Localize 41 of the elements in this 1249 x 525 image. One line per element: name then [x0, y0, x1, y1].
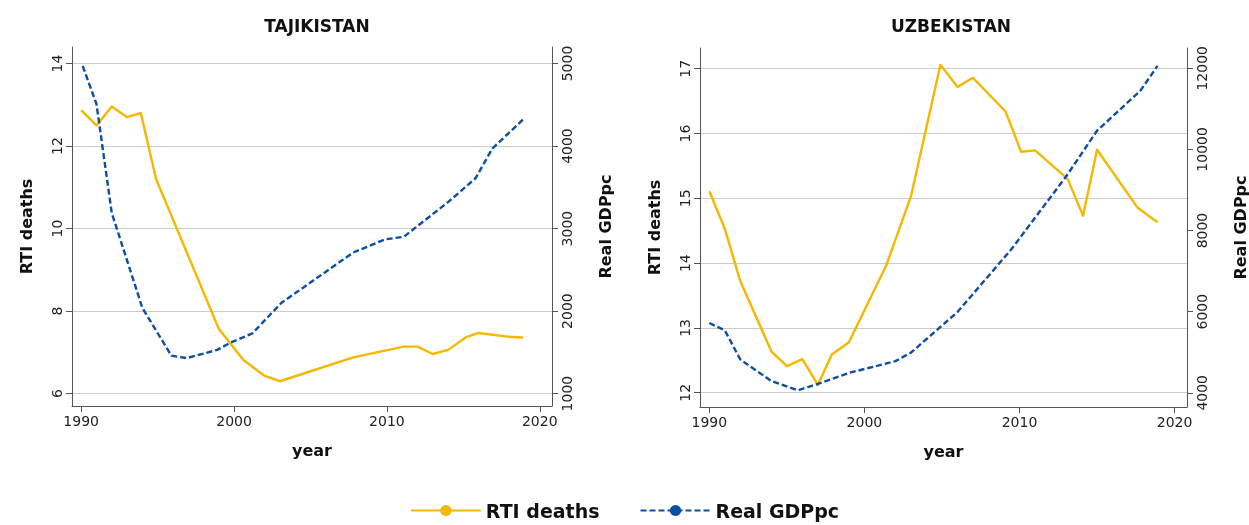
y-tick-label: 14 [677, 254, 693, 273]
y2-axis-title: Real GDPpc [595, 174, 615, 279]
x-tick-label: 2000 [216, 413, 252, 429]
y-tick-label: 12 [677, 383, 693, 402]
y-tick-label: 8 [49, 306, 65, 316]
y-tick-label: 15 [677, 189, 693, 208]
y2-tick-label: 3000 [559, 210, 575, 247]
x-tick-label: 2010 [1001, 414, 1038, 430]
y2-tick-label: 2000 [559, 293, 575, 329]
y2-tick-label: 5000 [559, 45, 575, 82]
x-tick-label: 1990 [691, 414, 728, 430]
x-axis-title: year [923, 441, 964, 461]
x-tick-label: 1990 [63, 413, 99, 429]
line-series [81, 64, 525, 360]
legend-label: Real GDPpc [715, 499, 840, 522]
y-tick-label: 6 [49, 389, 65, 399]
y2-tick-label: 10000 [1194, 127, 1210, 172]
x-tick-label: 2000 [846, 414, 883, 430]
y2-tick-label: 4000 [559, 128, 575, 164]
y2-tick-label: 1000 [559, 375, 575, 412]
y-tick-label: 10 [49, 219, 65, 238]
chart-title: UZBEKISTAN [890, 15, 1012, 36]
y2-tick-label: 4000 [1194, 374, 1210, 411]
legend-label: RTI deaths [485, 499, 600, 522]
y2-tick-label: 8000 [1194, 212, 1210, 249]
y-axis-title: RTI deaths [16, 178, 36, 275]
x-tick-label: 2020 [1156, 414, 1193, 430]
y-axis-title: RTI deaths [644, 179, 664, 276]
x-axis-title: year [292, 440, 333, 460]
x-tick-label: 2020 [521, 413, 558, 429]
y2-tick-label: 12000 [1194, 46, 1210, 91]
y2-axis-title: Real GDPpc [1230, 175, 1249, 280]
chart-title: TAJIKISTAN [264, 15, 370, 36]
y-tick-label: 16 [677, 124, 693, 143]
y-tick-label: 17 [677, 59, 693, 78]
line-series [79, 105, 525, 383]
y2-tick-label: 6000 [1194, 293, 1210, 330]
x-tick-label: 2010 [369, 413, 405, 429]
y-tick-label: 14 [49, 54, 65, 73]
y-tick-label: 12 [49, 137, 65, 155]
y-tick-label: 13 [677, 319, 693, 337]
